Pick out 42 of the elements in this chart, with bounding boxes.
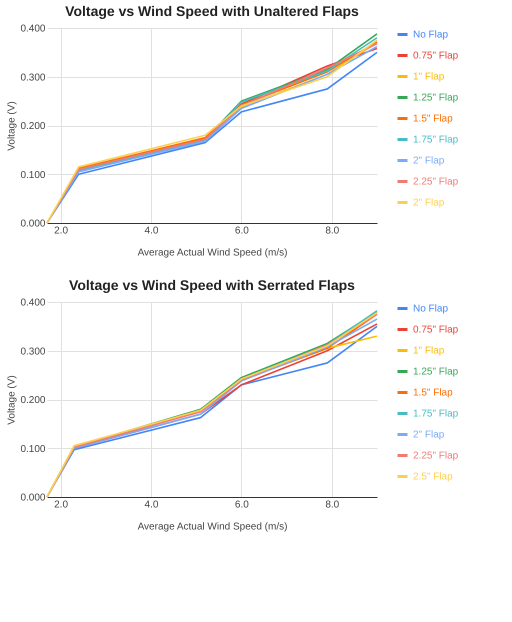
legend-label: 1.25" Flap [413,92,459,104]
y-tick-label: 0.000 [20,492,46,504]
legend-label: 1.5" Flap [413,388,454,398]
x-tick-label: 2.0 [54,226,68,236]
y-axis-title: Voltage (V) [6,375,18,425]
legend-label: 2.25" Flap [413,176,459,188]
x-tick-label: 8.0 [325,226,340,236]
legend-label: 1.75" Flap [413,408,459,420]
x-tick-label: 4.0 [144,226,159,236]
legend-label: 0.75" Flap [413,324,459,336]
y-tick-label: 0.100 [20,444,46,455]
legend-label: 2" Flap [413,198,445,208]
chart-title: Voltage vs Wind Speed with Serrated Flaps [69,277,356,293]
y-axis-title: Voltage (V) [6,101,18,151]
legend-label: 1.75" Flap [413,134,459,146]
x-tick-label: 4.0 [144,500,159,510]
legend-label: 1.5" Flap [413,114,454,124]
legend-label: 2" Flap [413,156,445,166]
x-axis-title: Average Actual Wind Speed (m/s) [138,248,288,258]
x-tick-label: 8.0 [325,500,340,510]
y-tick-label: 0.300 [20,72,46,84]
legend-label: 2" Flap [413,430,445,440]
legend-label: 1" Flap [413,346,445,356]
x-tick-label: 6.0 [234,226,250,236]
legend-label: 0.75" Flap [413,50,459,62]
y-tick-label: 0.300 [20,346,46,358]
y-tick-label: 0.200 [20,395,46,406]
legend-label: No Flap [413,30,448,40]
x-axis-title: Average Actual Wind Speed (m/s) [138,522,288,532]
y-tick-label: 0.100 [20,170,46,181]
legend-label: 1.25" Flap [413,366,459,378]
text: No Flap [413,304,448,314]
x-tick-label: 2.0 [54,500,68,510]
legend-label: 1" Flap [413,72,445,82]
x-tick-label: 6.0 [234,500,250,510]
y-tick-label: 0.400 [20,298,46,308]
legend-label: 2.5" Flap [413,472,454,482]
y-tick-label: 0.000 [20,218,46,230]
legend-label: 2.25" Flap [413,450,459,462]
y-tick-label: 0.400 [20,24,46,34]
y-tick-label: 0.200 [20,121,46,132]
chart-title: Voltage vs Wind Speed with Unaltered Flaps [65,3,360,19]
